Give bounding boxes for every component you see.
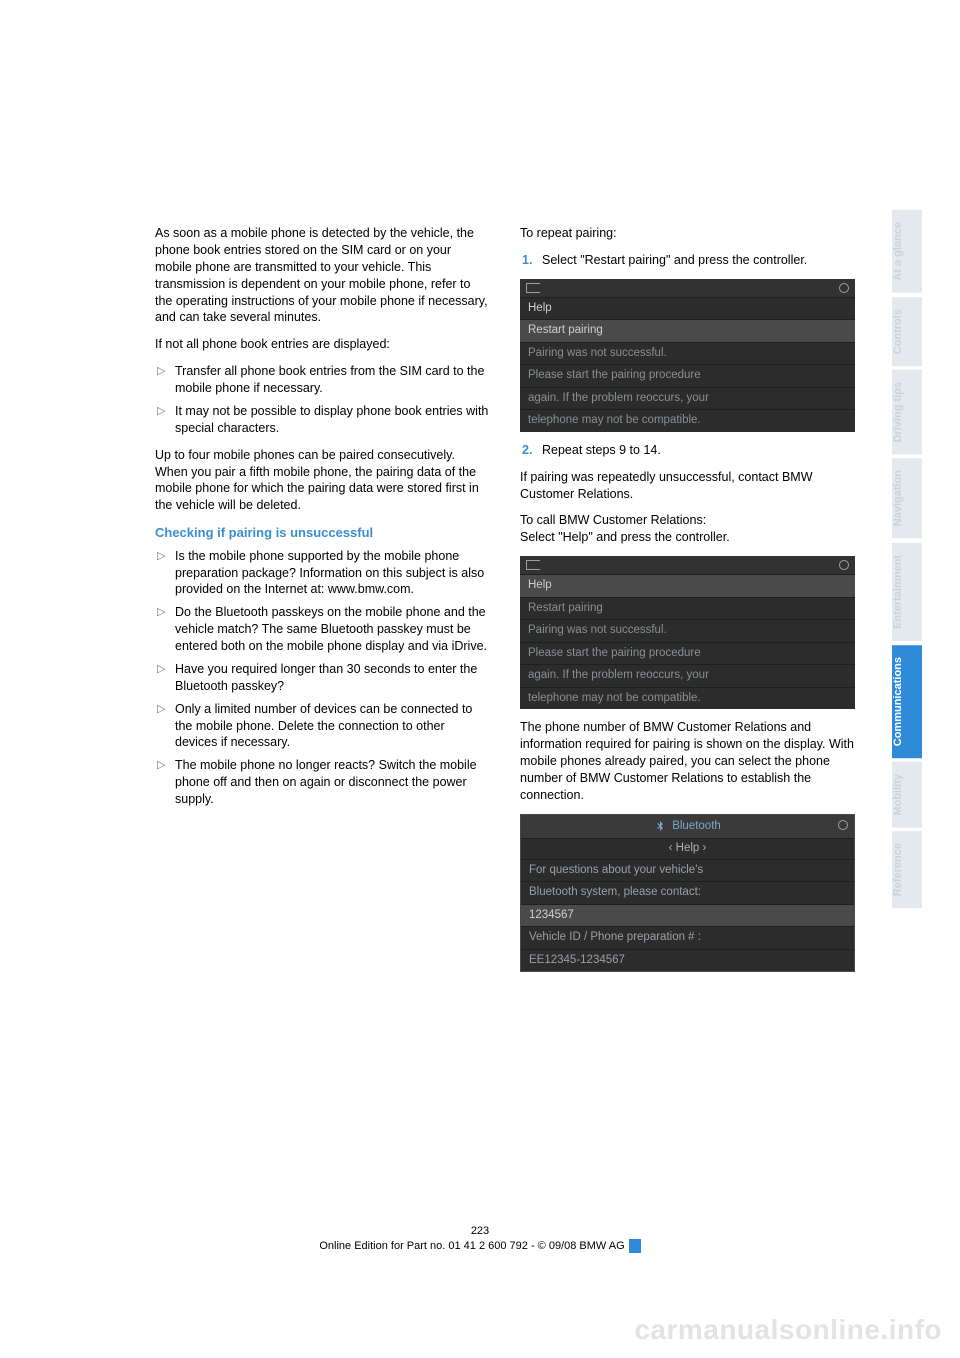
right-column: To repeat pairing: 1. Select "Restart pai… — [520, 225, 855, 982]
bluetooth-icon — [654, 820, 666, 832]
idrive-row: Pairing was not successful. — [520, 342, 855, 365]
subheading: Checking if pairing is unsuccessful — [155, 524, 490, 542]
section-tabs: At a glance Controls Driving tips Naviga… — [892, 210, 922, 913]
left-column: As soon as a mobile phone is detected by… — [155, 225, 490, 982]
bluetooth-row: Vehicle ID / Phone preparation # : — [521, 926, 854, 949]
body-text: If pairing was repeatedly unsuccessful, … — [520, 469, 855, 503]
idrive-row: telephone may not be compatible. — [520, 409, 855, 432]
step-number: 1. — [522, 252, 532, 269]
list-item: 1. Select "Restart pairing" and press the… — [520, 252, 855, 269]
footer-bar-icon — [629, 1239, 641, 1253]
bluetooth-row: Bluetooth system, please contact: — [521, 881, 854, 904]
list-item: Only a limited number of devices can be … — [155, 701, 490, 752]
numbered-list: 2. Repeat steps 9 to 14. — [520, 442, 855, 459]
idrive-screenshot: Help Restart pairing Pairing was not suc… — [520, 556, 855, 709]
circle-icon — [839, 283, 849, 293]
list-item: It may not be possible to display phone … — [155, 403, 490, 437]
idrive-topbar — [520, 279, 855, 297]
page-number: 223 — [0, 1225, 960, 1237]
list-item: Is the mobile phone supported by the mob… — [155, 548, 490, 599]
idrive-topbar — [520, 556, 855, 574]
idrive-row-selected: Restart pairing — [520, 319, 855, 342]
bluetooth-row: EE12345-1234567 — [521, 949, 854, 972]
body-text: Select "Help" and press the controller. — [520, 529, 855, 546]
idrive-row: Help — [520, 297, 855, 320]
step-text: Select "Restart pairing" and press the c… — [542, 253, 807, 267]
bluetooth-title: Bluetooth — [672, 819, 721, 835]
tab-navigation[interactable]: Navigation — [892, 458, 922, 538]
numbered-list: 1. Select "Restart pairing" and press the… — [520, 252, 855, 269]
bluetooth-screenshot: Bluetooth ‹ Help › For questions about y… — [520, 814, 855, 973]
idrive-row: again. If the problem reoccurs, your — [520, 664, 855, 687]
body-text: To call BMW Customer Relations: — [520, 512, 855, 529]
page: As soon as a mobile phone is detected by… — [0, 0, 960, 1358]
step-number: 2. — [522, 442, 532, 459]
body-text: To repeat pairing: — [520, 225, 855, 242]
content-columns: As soon as a mobile phone is detected by… — [155, 225, 855, 982]
bullet-list: Is the mobile phone supported by the mob… — [155, 548, 490, 808]
circle-icon — [839, 560, 849, 570]
idrive-row: Please start the pairing procedure — [520, 364, 855, 387]
bullet-list: Transfer all phone book entries from the… — [155, 363, 490, 437]
idrive-row: again. If the problem reoccurs, your — [520, 387, 855, 410]
tab-controls[interactable]: Controls — [892, 297, 922, 366]
list-item: Do the Bluetooth passkeys on the mobile … — [155, 604, 490, 655]
tab-communications[interactable]: Communications — [892, 645, 922, 758]
list-item: The mobile phone no longer reacts? Switc… — [155, 757, 490, 808]
step-text: Repeat steps 9 to 14. — [542, 443, 661, 457]
back-icon — [526, 283, 540, 293]
body-text: Up to four mobile phones can be paired c… — [155, 447, 490, 515]
circle-icon — [838, 820, 848, 830]
idrive-row: Pairing was not successful. — [520, 619, 855, 642]
tab-mobility[interactable]: Mobility — [892, 762, 922, 828]
idrive-screenshot: Help Restart pairing Pairing was not suc… — [520, 279, 855, 432]
bluetooth-row-selected: 1234567 — [521, 904, 854, 927]
page-footer: 223 Online Edition for Part no. 01 41 2 … — [0, 1225, 960, 1253]
idrive-row-selected: Help — [520, 574, 855, 597]
body-text: If not all phone book entries are displa… — [155, 336, 490, 353]
bluetooth-subheader: ‹ Help › — [521, 838, 854, 859]
watermark: carmanualsonline.info — [634, 1314, 942, 1346]
idrive-row: Restart pairing — [520, 597, 855, 620]
list-item: Have you required longer than 30 seconds… — [155, 661, 490, 695]
list-item: 2. Repeat steps 9 to 14. — [520, 442, 855, 459]
back-icon — [526, 560, 540, 570]
tab-at-a-glance[interactable]: At a glance — [892, 210, 922, 293]
tab-entertainment[interactable]: Entertainment — [892, 543, 922, 641]
body-text: As soon as a mobile phone is detected by… — [155, 225, 490, 326]
list-item: Transfer all phone book entries from the… — [155, 363, 490, 397]
tab-reference[interactable]: Reference — [892, 831, 922, 908]
bluetooth-row: For questions about your vehicle's — [521, 859, 854, 882]
tab-driving-tips[interactable]: Driving tips — [892, 370, 922, 455]
idrive-row: telephone may not be compatible. — [520, 687, 855, 710]
footer-text: Online Edition for Part no. 01 41 2 600 … — [319, 1240, 624, 1252]
idrive-row: Please start the pairing procedure — [520, 642, 855, 665]
bluetooth-header: Bluetooth — [521, 815, 854, 839]
body-text: The phone number of BMW Customer Relatio… — [520, 719, 855, 803]
